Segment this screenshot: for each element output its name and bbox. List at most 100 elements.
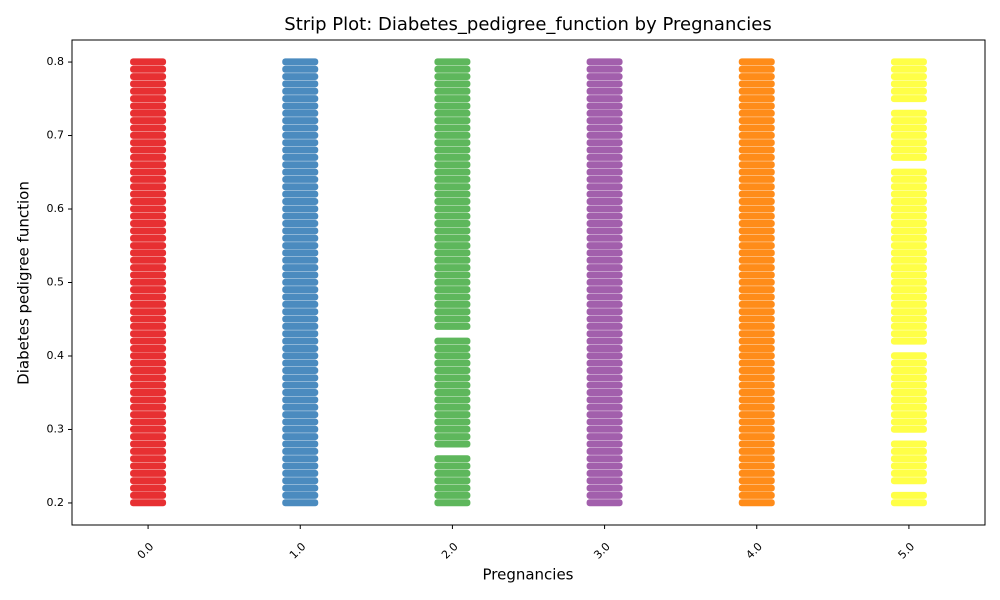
strip-point xyxy=(586,190,623,198)
y-tick-label: 0.2 xyxy=(47,496,65,509)
strip-point xyxy=(890,381,927,389)
strip-point xyxy=(890,440,927,448)
strip-point xyxy=(130,220,167,228)
strip-point xyxy=(586,95,623,103)
strip-point xyxy=(434,227,471,235)
strip-point xyxy=(434,242,471,250)
strip-point xyxy=(282,109,319,117)
strip-point xyxy=(434,315,471,323)
strip-point xyxy=(434,403,471,411)
strip-point xyxy=(586,65,623,73)
strip-point xyxy=(586,234,623,242)
strip-point xyxy=(890,153,927,161)
strip-point xyxy=(434,374,471,382)
strip-point xyxy=(282,183,319,191)
strip-point xyxy=(282,161,319,169)
strip-point xyxy=(130,374,167,382)
strip-point xyxy=(738,308,775,316)
strip-point xyxy=(738,131,775,139)
strip-point xyxy=(282,190,319,198)
strip-point xyxy=(738,95,775,103)
strip-point xyxy=(434,499,471,507)
strip-point xyxy=(586,359,623,367)
strip-point xyxy=(130,80,167,88)
strip-point xyxy=(434,293,471,301)
strip-point xyxy=(434,286,471,294)
strip-point xyxy=(738,234,775,242)
strip-point xyxy=(738,477,775,485)
strip-point xyxy=(282,197,319,205)
strip-point xyxy=(434,344,471,352)
strip-point xyxy=(890,411,927,419)
strip-point xyxy=(890,337,927,345)
strip-point xyxy=(282,484,319,492)
strip-point xyxy=(890,234,927,242)
strip-point xyxy=(434,87,471,95)
strip-point xyxy=(434,381,471,389)
strip-point xyxy=(738,359,775,367)
strip-point xyxy=(130,153,167,161)
strip-point xyxy=(282,175,319,183)
strip-point xyxy=(738,278,775,286)
strip-point xyxy=(586,80,623,88)
strip-point xyxy=(130,58,167,66)
strip-point xyxy=(890,315,927,323)
strip-point xyxy=(130,455,167,463)
strip-point xyxy=(434,322,471,330)
strip-point xyxy=(890,131,927,139)
strip-point xyxy=(282,80,319,88)
strip-point xyxy=(282,440,319,448)
strip-point xyxy=(434,212,471,220)
strip-point xyxy=(890,469,927,477)
strip-point xyxy=(434,190,471,198)
strip-point xyxy=(738,161,775,169)
strip-point xyxy=(434,117,471,125)
strip-point xyxy=(738,411,775,419)
strip-point xyxy=(738,455,775,463)
strip-point xyxy=(282,168,319,176)
strip-point xyxy=(738,212,775,220)
strip-point xyxy=(130,102,167,110)
strip-point xyxy=(738,183,775,191)
strip-point xyxy=(890,183,927,191)
strip-point xyxy=(738,469,775,477)
strip-point xyxy=(130,484,167,492)
strip-point xyxy=(586,374,623,382)
strip-point xyxy=(586,256,623,264)
strip-point xyxy=(130,389,167,397)
strip-point xyxy=(434,234,471,242)
strip-point xyxy=(890,80,927,88)
strip-point xyxy=(586,212,623,220)
strip-point xyxy=(130,396,167,404)
strip-point xyxy=(434,220,471,228)
strip-point xyxy=(738,65,775,73)
strip-point xyxy=(434,146,471,154)
strip-point xyxy=(130,190,167,198)
strip-point xyxy=(282,249,319,257)
strip-point xyxy=(586,381,623,389)
strip-point xyxy=(282,455,319,463)
strip-point xyxy=(130,352,167,360)
strip-point xyxy=(586,87,623,95)
strip-point xyxy=(586,286,623,294)
strip-point xyxy=(890,455,927,463)
strip-point xyxy=(738,190,775,198)
strip-point xyxy=(586,337,623,345)
strip-point xyxy=(130,425,167,433)
strip-point xyxy=(586,264,623,272)
strip-point xyxy=(130,337,167,345)
strip-point xyxy=(282,418,319,426)
strip-point xyxy=(890,227,927,235)
strip-point xyxy=(434,389,471,397)
strip-point xyxy=(586,249,623,257)
strip-point xyxy=(586,109,623,117)
strip-point xyxy=(434,433,471,441)
strip-point xyxy=(586,469,623,477)
strip-point xyxy=(130,161,167,169)
strip-point xyxy=(586,124,623,132)
strip-point xyxy=(738,146,775,154)
strip-point xyxy=(586,227,623,235)
strip-point xyxy=(434,109,471,117)
strip-point xyxy=(890,396,927,404)
strip-point xyxy=(586,146,623,154)
